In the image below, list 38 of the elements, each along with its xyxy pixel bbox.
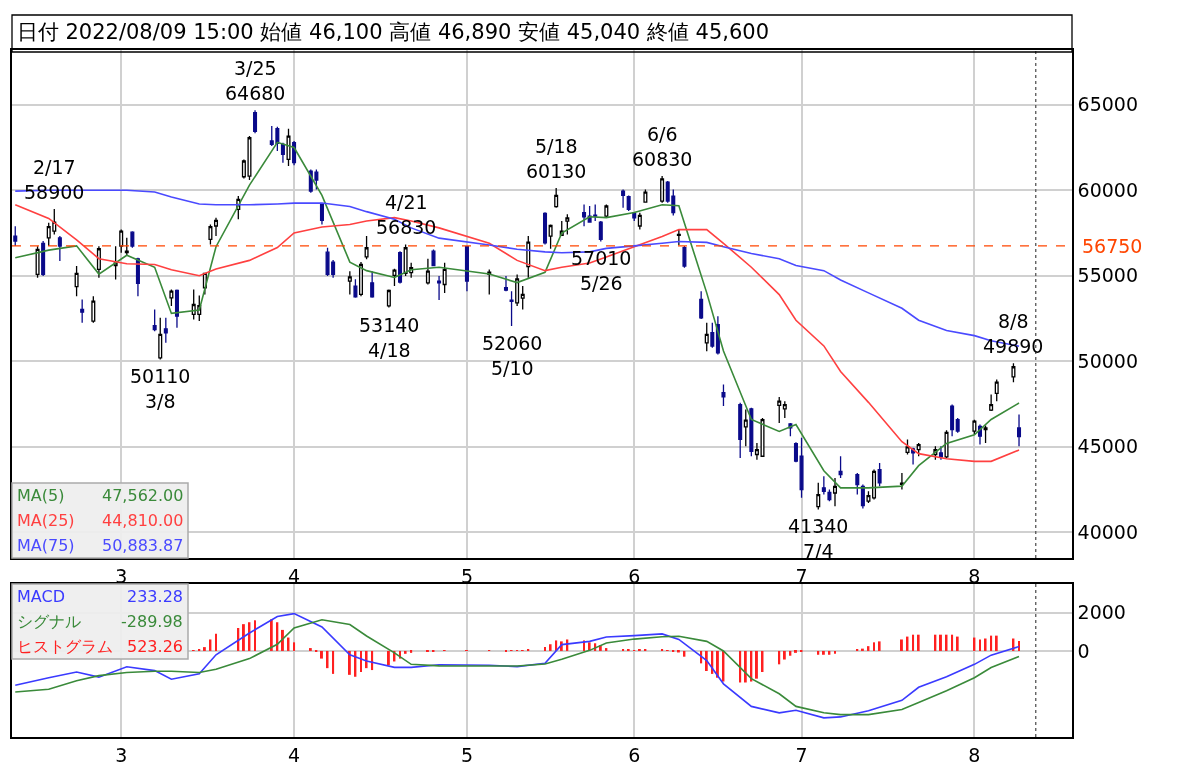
x-tick-label: 8 <box>968 743 981 762</box>
x-tick-label: 5 <box>460 743 473 762</box>
text: MA(25) <box>17 511 75 530</box>
annotation: 50110 3/8 <box>130 365 191 412</box>
annotation: 53140 4/18 <box>359 314 420 361</box>
x-tick-label: 7 <box>795 564 808 587</box>
y-tick-label: 60000 <box>1077 178 1138 201</box>
annotation: 52060 5/10 <box>482 332 543 379</box>
y-tick-label: 55000 <box>1077 264 1138 287</box>
x-tick-label: 4 <box>288 564 301 587</box>
annotation: -289.98 <box>121 612 183 631</box>
x-tick-label: 6 <box>628 743 641 762</box>
annotation: 8/8 49890 <box>983 310 1044 357</box>
text: シグナル <box>17 612 81 631</box>
y-tick-label: 50000 <box>1077 349 1138 372</box>
x-tick-label: 4 <box>288 743 301 762</box>
x-tick-label: 3 <box>115 743 128 762</box>
annotation: 5/18 60130 <box>526 135 587 182</box>
text: MA(75) <box>17 536 75 555</box>
annotation: 6/6 60830 <box>632 123 693 170</box>
y-tick-label: 2000 <box>1077 601 1126 624</box>
annotation: 47,562.00 <box>102 486 184 505</box>
text: MA(5) <box>17 486 65 505</box>
annotation: 50,883.87 <box>102 536 184 555</box>
y-tick-label: 45000 <box>1077 435 1138 458</box>
ref-line-label: 56750 <box>1082 235 1143 257</box>
text: ヒストグラム <box>17 637 113 656</box>
annotation: 233.28 <box>127 587 183 606</box>
annotation: 44,810.00 <box>102 511 184 530</box>
annotation: 41340 7/4 <box>788 515 849 562</box>
annotation: 523.26 <box>127 637 183 656</box>
y-tick-label: 65000 <box>1077 93 1138 116</box>
x-tick-label: 7 <box>795 743 808 762</box>
chart-title: 日付 2022/08/09 15:00 始値 46,100 高値 46,890 安値 45,040 終値 45,600 <box>16 19 770 44</box>
y-tick-label: 0 <box>1077 639 1090 662</box>
annotation: 3/25 64680 <box>225 57 286 104</box>
y-tick-label: 40000 <box>1077 520 1138 543</box>
text: MACD <box>17 587 65 606</box>
